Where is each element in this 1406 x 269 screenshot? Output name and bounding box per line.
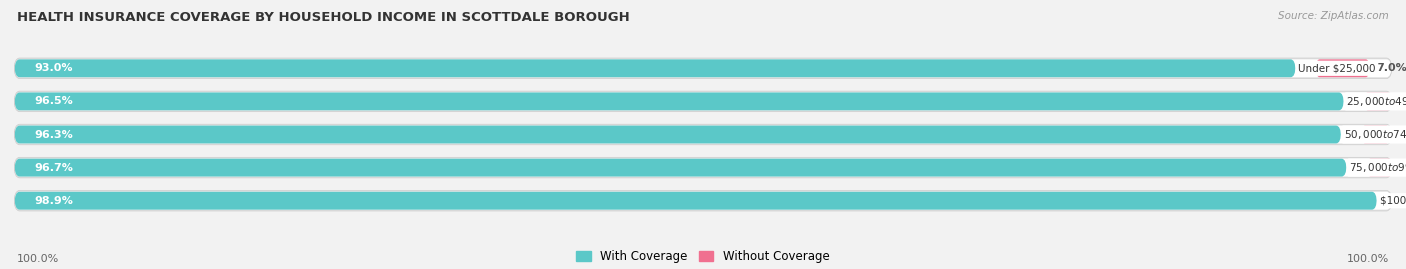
FancyBboxPatch shape bbox=[1316, 59, 1369, 77]
FancyBboxPatch shape bbox=[14, 59, 1392, 77]
Text: 3.5%: 3.5% bbox=[1398, 96, 1406, 107]
FancyBboxPatch shape bbox=[14, 91, 1392, 112]
FancyBboxPatch shape bbox=[14, 59, 1295, 77]
Text: $50,000 to $74,999: $50,000 to $74,999 bbox=[1344, 128, 1406, 141]
FancyBboxPatch shape bbox=[14, 157, 1392, 178]
Text: 93.0%: 93.0% bbox=[35, 63, 73, 73]
FancyBboxPatch shape bbox=[14, 159, 1392, 176]
Text: 100.0%: 100.0% bbox=[1347, 254, 1389, 264]
FancyBboxPatch shape bbox=[14, 190, 1392, 211]
FancyBboxPatch shape bbox=[1361, 126, 1389, 143]
Text: 7.0%: 7.0% bbox=[1376, 63, 1406, 73]
FancyBboxPatch shape bbox=[14, 126, 1392, 143]
Text: 98.9%: 98.9% bbox=[35, 196, 73, 206]
Text: $25,000 to $49,999: $25,000 to $49,999 bbox=[1347, 95, 1406, 108]
FancyBboxPatch shape bbox=[1364, 93, 1391, 110]
Text: $75,000 to $99,999: $75,000 to $99,999 bbox=[1350, 161, 1406, 174]
FancyBboxPatch shape bbox=[14, 93, 1392, 110]
Text: 3.7%: 3.7% bbox=[1396, 129, 1406, 140]
Text: HEALTH INSURANCE COVERAGE BY HOUSEHOLD INCOME IN SCOTTDALE BOROUGH: HEALTH INSURANCE COVERAGE BY HOUSEHOLD I… bbox=[17, 11, 630, 24]
FancyBboxPatch shape bbox=[14, 126, 1341, 143]
Text: 96.5%: 96.5% bbox=[35, 96, 73, 107]
FancyBboxPatch shape bbox=[14, 93, 1344, 110]
FancyBboxPatch shape bbox=[14, 192, 1392, 210]
Text: Source: ZipAtlas.com: Source: ZipAtlas.com bbox=[1278, 11, 1389, 21]
FancyBboxPatch shape bbox=[1398, 192, 1406, 210]
Text: 100.0%: 100.0% bbox=[17, 254, 59, 264]
Text: Under $25,000: Under $25,000 bbox=[1298, 63, 1375, 73]
Text: 3.3%: 3.3% bbox=[1399, 162, 1406, 173]
FancyBboxPatch shape bbox=[14, 159, 1347, 176]
Text: 96.3%: 96.3% bbox=[35, 129, 73, 140]
FancyBboxPatch shape bbox=[14, 58, 1392, 79]
Legend: With Coverage, Without Coverage: With Coverage, Without Coverage bbox=[576, 250, 830, 263]
FancyBboxPatch shape bbox=[14, 192, 1376, 210]
FancyBboxPatch shape bbox=[1367, 159, 1392, 176]
FancyBboxPatch shape bbox=[14, 124, 1392, 145]
Text: 96.7%: 96.7% bbox=[35, 162, 73, 173]
Text: $100,000 and over: $100,000 and over bbox=[1379, 196, 1406, 206]
